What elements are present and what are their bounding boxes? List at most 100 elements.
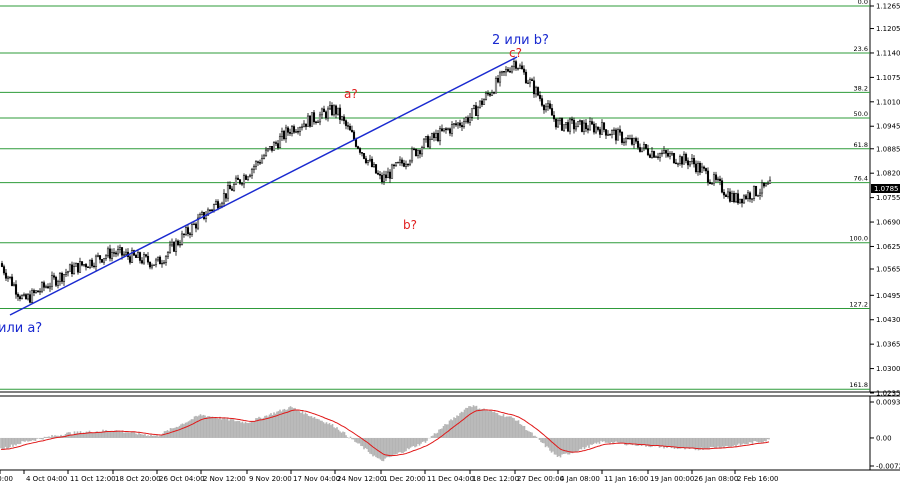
candle-body — [52, 275, 56, 278]
price-tick-label: 1.0300 — [876, 365, 900, 373]
candle-body — [500, 71, 504, 74]
candle-body — [762, 182, 766, 187]
candle-body — [718, 178, 722, 181]
candle-body — [174, 240, 178, 252]
candle-body — [754, 185, 758, 196]
candle-body — [308, 115, 312, 127]
candle-body — [162, 262, 166, 264]
candle-body — [364, 158, 368, 164]
candle-body — [616, 129, 620, 141]
candle-body — [702, 166, 706, 169]
macd-panel: 0.00932 0.00 -0.00727 — [0, 395, 900, 471]
time-tick-label: 9 Nov 20:00 — [249, 475, 292, 483]
candle-body — [698, 162, 702, 173]
candle-body — [144, 254, 148, 257]
candle-body — [194, 223, 198, 229]
candle-body — [678, 156, 682, 164]
candle-body — [594, 126, 598, 133]
candle-body — [632, 138, 636, 145]
candle-body — [114, 252, 118, 255]
candle-body — [490, 92, 494, 96]
candle-body — [314, 121, 318, 123]
candle-body — [410, 148, 414, 162]
candle-body — [200, 211, 204, 215]
wave-label-or-a: или a? — [0, 321, 42, 336]
candle-body — [606, 134, 610, 136]
candle-body — [328, 105, 332, 110]
candle-body — [42, 282, 46, 288]
candle-body — [128, 256, 132, 263]
price-tick-label: 1.0820 — [876, 170, 900, 178]
candle-body — [494, 77, 498, 94]
candle-body — [142, 254, 146, 264]
price-tick-label: 1.1075 — [876, 74, 900, 82]
candle-body — [150, 265, 154, 268]
candle-body — [92, 265, 96, 268]
candle-body — [358, 148, 362, 153]
candle-body — [40, 282, 44, 292]
candle-body — [374, 164, 378, 174]
candle-body — [104, 255, 108, 259]
candle-body — [288, 132, 292, 134]
candle-body — [54, 276, 58, 286]
candle-body — [392, 164, 396, 167]
candle-body — [680, 156, 684, 165]
candle-body — [252, 166, 256, 170]
candle-body — [420, 147, 424, 155]
candle-body — [642, 144, 646, 149]
candle-body — [506, 69, 510, 72]
time-tick-label: 17 Nov 04:00 — [293, 475, 340, 483]
time-tick-label: 18 Dec 12:00 — [472, 475, 519, 483]
candle-body — [388, 171, 392, 179]
candle-body — [212, 204, 216, 211]
candle-body — [628, 137, 632, 140]
macd-tick-label: 0.00932 — [876, 399, 900, 407]
candle-body — [524, 71, 528, 84]
candle-body — [264, 149, 268, 157]
candle-body — [602, 122, 606, 130]
time-tick-label: 2 Nov 12:00 — [203, 475, 246, 483]
candle-body — [82, 264, 86, 266]
candle-body — [736, 193, 740, 204]
candle-body — [68, 264, 72, 272]
candle-body — [730, 193, 734, 202]
candle-body — [514, 61, 518, 69]
candle-body — [744, 195, 748, 199]
candle-body — [448, 128, 452, 134]
candle-body — [694, 163, 698, 173]
current-price-label: 1.0785 — [874, 185, 899, 193]
candle-body — [532, 80, 536, 95]
candle-body — [172, 241, 176, 252]
candle-body — [378, 174, 382, 176]
candle-body — [262, 155, 266, 159]
candle-body — [588, 121, 592, 131]
candle-body — [712, 174, 716, 184]
candle-body — [72, 266, 76, 275]
candle-body — [710, 182, 714, 185]
candle-body — [64, 272, 68, 275]
candle-body — [396, 162, 400, 164]
price-axis-ticks: 1.1265 1.1205 1.1140 1.1075 1.1010 1.0945 1.08… — [870, 3, 900, 398]
candle-body — [28, 294, 32, 303]
candle-body — [370, 158, 374, 167]
candle-body — [152, 264, 156, 266]
candle-body — [572, 119, 576, 130]
candle-body — [306, 115, 310, 127]
candle-body — [294, 131, 298, 133]
candle-body — [118, 247, 122, 250]
candle-body — [578, 120, 582, 122]
candle-body — [402, 162, 406, 167]
candle-body — [36, 290, 40, 293]
candle-body — [768, 179, 772, 184]
fib-label: 50.0 — [854, 110, 868, 118]
candle-body — [234, 177, 238, 185]
candle-body — [136, 252, 140, 258]
candle-body — [326, 108, 330, 119]
fib-label: 23.6 — [854, 45, 868, 53]
candle-body — [648, 154, 652, 158]
candle-body — [146, 255, 150, 263]
fib-label: 127.2 — [849, 300, 868, 308]
candle-body — [60, 272, 64, 282]
candle-body — [50, 275, 54, 287]
